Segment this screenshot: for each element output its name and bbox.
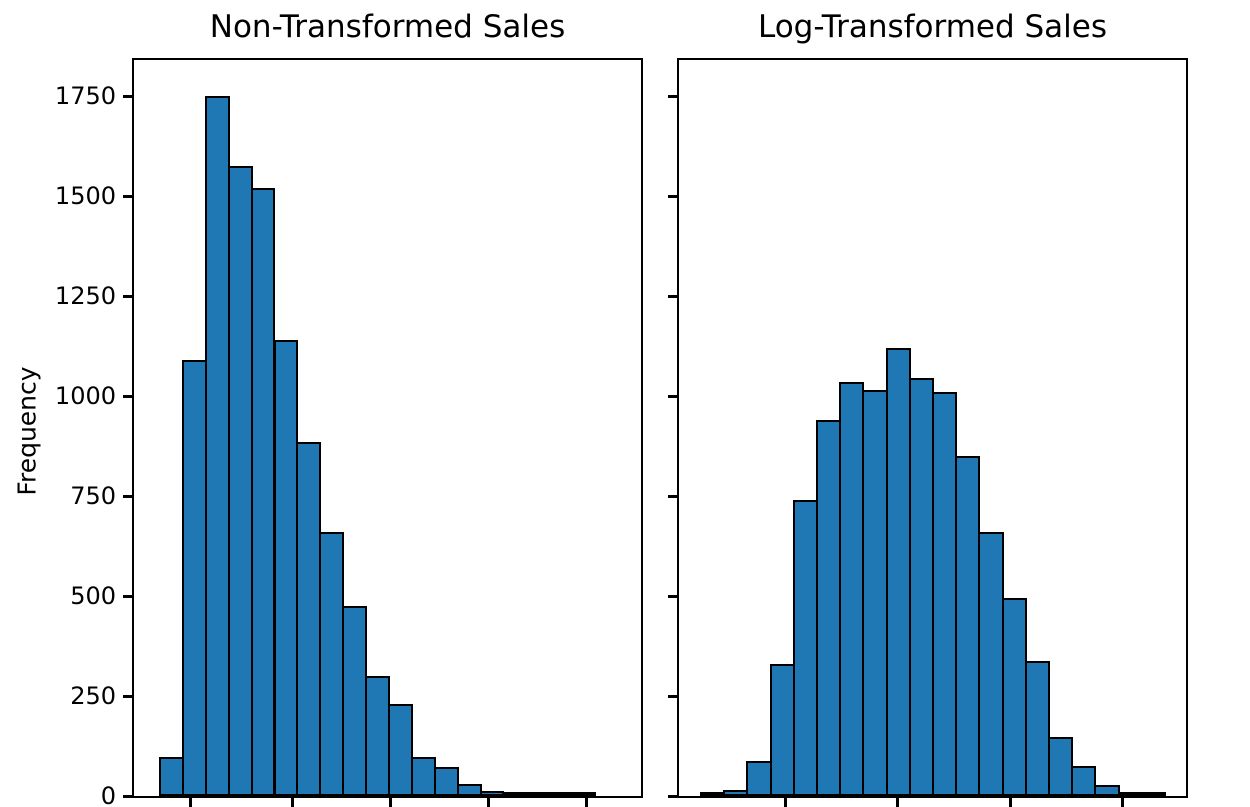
histogram-bar — [456, 784, 482, 796]
x-axis-tick — [188, 798, 192, 807]
histogram-bar — [410, 757, 436, 796]
y-axis-tick — [123, 494, 132, 498]
subplot-1-title: Log-Transformed Sales — [757, 9, 1108, 45]
y-axis-tick — [123, 594, 132, 598]
histogram-bar — [479, 791, 505, 796]
y-axis-tick — [668, 594, 677, 598]
y-axis-tick-label: 0 — [100, 782, 116, 807]
x-axis-tick — [783, 798, 787, 807]
histogram-bar — [1024, 660, 1050, 796]
x-axis-tick — [1121, 798, 1124, 807]
histogram-bar — [296, 442, 322, 796]
histogram-bar — [862, 390, 888, 796]
y-axis-tick — [668, 794, 677, 798]
y-axis-tick — [123, 394, 132, 398]
histogram-bar — [227, 166, 253, 796]
histogram-bar — [502, 792, 528, 796]
x-axis-tick — [896, 798, 899, 807]
histogram-bar — [1001, 598, 1027, 796]
y-axis-tick — [668, 694, 677, 698]
histogram-bar — [1117, 792, 1143, 796]
subplot-0-title: Non-Transformed Sales — [209, 9, 566, 45]
x-axis-tick — [290, 798, 294, 807]
histogram-bar — [839, 382, 865, 796]
histogram-bar — [342, 606, 368, 796]
histogram-bar — [1048, 736, 1074, 796]
x-axis-tick — [584, 798, 588, 807]
histogram-bar — [433, 767, 459, 796]
histogram-bar — [746, 761, 772, 796]
histogram-bar — [204, 96, 230, 796]
x-axis-tick — [388, 798, 392, 807]
x-axis-tick — [486, 798, 490, 807]
y-axis-tick — [123, 794, 132, 798]
histogram-bar — [273, 340, 299, 796]
histogram-bar — [908, 378, 934, 796]
histogram-bar — [319, 532, 345, 796]
y-axis-tick — [668, 494, 677, 498]
y-axis-tick — [123, 694, 132, 698]
histogram-bar — [365, 676, 390, 796]
histogram-bar — [388, 704, 413, 796]
y-axis-tick — [123, 194, 132, 198]
histogram-bar — [548, 792, 574, 796]
histogram-bar — [1071, 766, 1097, 796]
histogram-bar — [885, 348, 911, 796]
histogram-bar — [769, 664, 795, 796]
x-axis-tick — [1008, 798, 1012, 807]
y-axis-tick — [668, 394, 677, 398]
y-axis-tick-label: 1250 — [54, 282, 116, 310]
histogram-bar — [250, 188, 276, 796]
y-axis-tick — [668, 294, 677, 298]
histogram-bar — [792, 500, 818, 796]
subplot-0-plot-area: 0 250 500 750 1000 1250 1500 1750 — [55, 58, 643, 807]
histogram-bar — [723, 790, 749, 796]
histogram-bar — [1140, 792, 1166, 796]
y-axis-tick-label: 250 — [70, 682, 116, 710]
histogram-bar — [525, 792, 551, 796]
y-axis-tick — [668, 94, 677, 98]
histogram-bar — [978, 532, 1004, 796]
y-axis-tick-label: 1750 — [54, 82, 116, 110]
histogram-bar — [700, 792, 726, 796]
y-axis-tick — [668, 194, 677, 198]
y-axis-tick-label: 750 — [70, 482, 116, 510]
histogram-bar — [932, 392, 958, 796]
subplot-1-plot-area — [668, 58, 1188, 807]
histogram-bar — [955, 456, 981, 796]
y-axis-tick-label: 500 — [70, 582, 116, 610]
y-axis-tick — [123, 94, 132, 98]
histogram-bar — [816, 420, 842, 796]
histogram-bar — [1094, 784, 1120, 796]
histogram-bar — [159, 756, 184, 796]
y-axis-tick-label: 1500 — [54, 182, 116, 210]
y-axis-label: Frequency — [12, 366, 42, 496]
histogram-bar — [571, 792, 597, 796]
y-axis-tick — [123, 294, 132, 298]
y-axis-tick-label: 1000 — [54, 382, 116, 410]
histogram-bar — [181, 360, 207, 796]
